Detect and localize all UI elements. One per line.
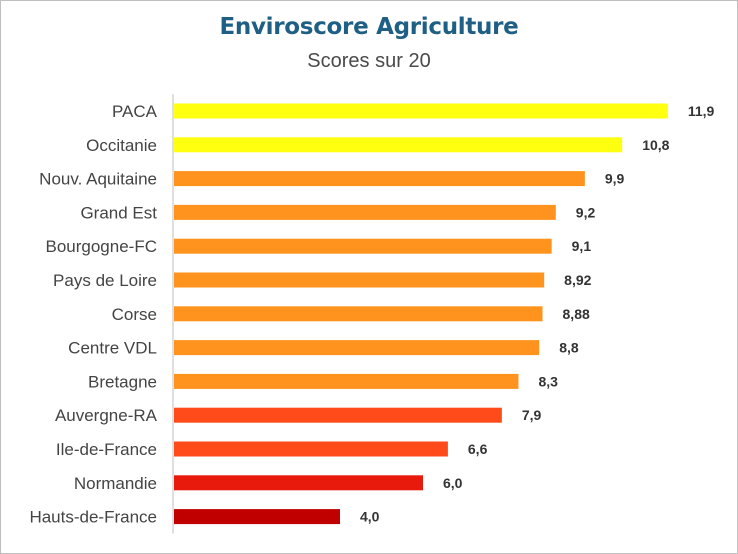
data-label: 9,9 bbox=[605, 171, 625, 187]
data-label: 6,6 bbox=[468, 441, 488, 457]
data-label: 11,9 bbox=[688, 103, 715, 119]
category-label: Bretagne bbox=[88, 372, 157, 391]
category-label: PACA bbox=[112, 102, 158, 121]
bar bbox=[174, 441, 448, 457]
bar bbox=[174, 373, 519, 389]
data-label: 8,8 bbox=[559, 340, 579, 356]
chart-subtitle: Scores sur 20 bbox=[307, 50, 431, 72]
category-label: Corse bbox=[112, 305, 157, 324]
data-label: 8,88 bbox=[563, 306, 590, 322]
data-label: 9,2 bbox=[576, 204, 596, 220]
data-label: 6,0 bbox=[443, 475, 463, 491]
bar bbox=[174, 272, 545, 288]
data-label: 9,1 bbox=[572, 238, 592, 254]
category-label: Auvergne-RA bbox=[55, 406, 158, 425]
bar bbox=[174, 475, 423, 491]
category-label: Bourgogne-FC bbox=[45, 237, 157, 256]
bar bbox=[174, 137, 623, 153]
chart-title: Enviroscore Agriculture bbox=[219, 14, 519, 40]
data-label: 8,3 bbox=[538, 373, 558, 389]
bar bbox=[174, 306, 543, 322]
bar bbox=[174, 204, 556, 220]
category-label: Normandie bbox=[74, 474, 157, 493]
data-label: 7,9 bbox=[522, 407, 542, 423]
bar bbox=[174, 238, 552, 254]
category-label: Grand Est bbox=[80, 203, 157, 222]
data-label: 4,0 bbox=[360, 509, 380, 525]
bar bbox=[174, 171, 585, 187]
bar bbox=[174, 407, 502, 423]
category-label: Ile-de-France bbox=[56, 440, 157, 459]
data-label: 8,92 bbox=[564, 272, 591, 288]
category-label: Hauts-de-France bbox=[29, 508, 157, 527]
category-label: Occitanie bbox=[86, 136, 157, 155]
bar bbox=[174, 509, 340, 525]
bars-group: PACA 11,9 Occitanie 10,8 Nouv. Aquitaine 9,9 G… bbox=[29, 102, 714, 527]
data-label: 10,8 bbox=[642, 137, 669, 153]
bar bbox=[174, 340, 540, 356]
category-label: Pays de Loire bbox=[53, 271, 157, 290]
category-label: Centre VDL bbox=[68, 339, 157, 358]
bar bbox=[174, 103, 668, 119]
category-label: Nouv. Aquitaine bbox=[39, 170, 157, 189]
